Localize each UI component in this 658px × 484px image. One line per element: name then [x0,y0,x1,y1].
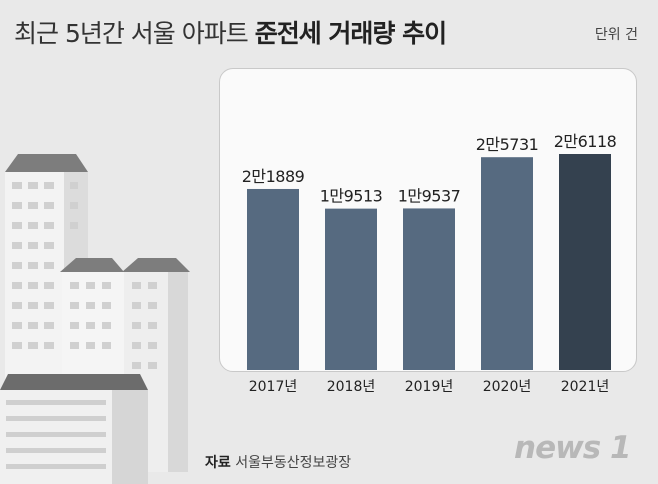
value-label-0: 2만1889 [242,167,305,186]
unit-label: 단위 건 [594,27,638,43]
value-label-2: 1만9537 [398,186,461,205]
news1-logo: news 1 [514,430,632,466]
category-label-4: 2021년 [561,379,610,395]
title-prefix: 최근 5년간 서울 아파트 [14,19,255,48]
value-label-1: 1만9513 [320,187,383,206]
chart-title: 최근 5년간 서울 아파트 준전세 거래량 추이 [14,14,447,50]
category-label-1: 2018년 [327,379,376,395]
category-label-2: 2019년 [405,379,454,395]
apartment-buildings-illustration [0,154,190,484]
bar-1 [325,208,377,370]
value-label-3: 2만5731 [476,135,539,154]
title-highlight: 준전세 거래량 추이 [254,19,447,48]
bar-chart: 2만1889 2017년 1만9513 2018년 1만9537 2019년 2만5731 2… [242,132,617,395]
bar-2 [403,208,455,370]
source-label: 자료 [205,455,231,471]
source-note: 자료 서울부동산정보광장 [205,452,351,472]
bar-4 [559,154,611,370]
bar-0 [247,188,299,370]
value-label-4: 2만6118 [554,132,617,151]
category-label-0: 2017년 [249,379,298,395]
source-name: 서울부동산정보광장 [235,455,352,471]
chart-panel: 2만1889 2017년 1만9513 2018년 1만9537 2019년 2만5731 2… [219,68,637,395]
category-label-3: 2020년 [483,379,532,395]
bar-3 [481,157,533,370]
